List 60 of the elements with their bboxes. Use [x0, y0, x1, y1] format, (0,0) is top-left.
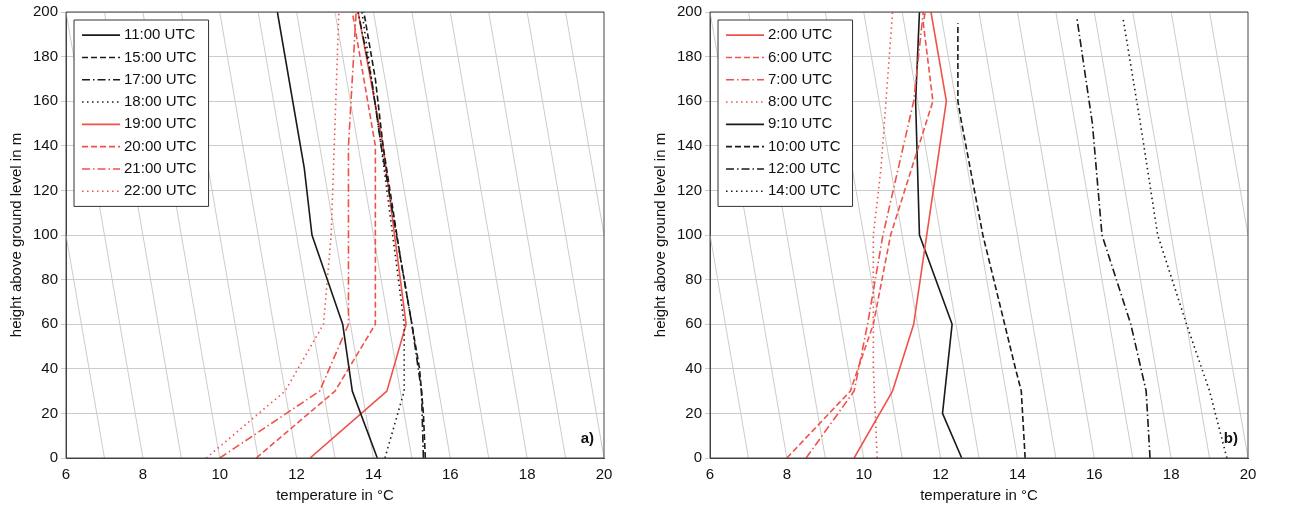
y-tick-label: 140	[677, 135, 703, 153]
y-tick-label: 80	[685, 269, 703, 287]
x-tick-label: 6	[705, 465, 715, 483]
legend-label: 9:10 UTC	[768, 114, 833, 132]
y-tick-label: 20	[685, 403, 703, 421]
y-tick-label: 40	[41, 358, 59, 376]
x-tick-label: 10	[855, 465, 873, 483]
y-tick-label: 80	[41, 269, 59, 287]
y-tick-label: 160	[33, 91, 59, 109]
y-axis-title: height above ground level in m	[7, 132, 25, 338]
legend-label: 8:00 UTC	[768, 92, 833, 110]
annotation: a)	[580, 428, 594, 446]
legend-label: 11:00 UTC	[124, 25, 196, 43]
x-tick-label: 12	[288, 465, 305, 483]
x-tick-label: 16	[1085, 465, 1103, 483]
y-tick-label: 40	[685, 358, 703, 376]
legend-label: 19:00 UTC	[124, 114, 197, 132]
y-tick-label: 60	[685, 314, 703, 332]
x-tick-label: 6	[61, 465, 71, 483]
y-tick-label: 140	[33, 135, 59, 153]
y-tick-label: 200	[33, 2, 59, 20]
x-axis-title: temperature in °C	[920, 486, 1039, 504]
x-tick-label: 10	[211, 465, 229, 483]
annotation: b)	[1223, 428, 1238, 446]
legend-label: 15:00 UTC	[124, 47, 197, 65]
legend-label: 12:00 UTC	[768, 159, 841, 177]
y-tick-label: 180	[677, 46, 703, 64]
y-tick-label: 160	[677, 91, 703, 109]
y-tick-label: 180	[33, 46, 59, 64]
x-tick-label: 16	[441, 465, 459, 483]
y-tick-label: 20	[41, 403, 59, 421]
x-axis-title: temperature in °C	[276, 486, 395, 504]
legend-label: 17:00 UTC	[124, 69, 197, 87]
legend-label: 6:00 UTC	[768, 47, 833, 65]
x-tick-label: 20	[1239, 465, 1257, 483]
y-tick-label: 100	[33, 225, 59, 243]
x-tick-label: 18	[1162, 465, 1180, 483]
y-tick-label: 200	[677, 2, 703, 20]
legend-label: 18:00 UTC	[124, 92, 197, 110]
legend-label: 20:00 UTC	[124, 136, 197, 154]
y-axis-title: height above ground level in m	[651, 132, 669, 338]
x-tick-label: 18	[518, 465, 536, 483]
x-tick-label: 14	[1009, 465, 1026, 483]
legend-label: 7:00 UTC	[768, 69, 833, 87]
legend-label: 2:00 UTC	[768, 25, 833, 43]
x-tick-label: 8	[782, 465, 792, 483]
y-tick-label: 100	[677, 225, 703, 243]
x-tick-label: 20	[595, 465, 613, 483]
legend-label: 14:00 UTC	[768, 181, 841, 199]
legend-label: 22:00 UTC	[124, 181, 197, 199]
y-tick-label: 0	[693, 448, 703, 466]
y-tick-label: 120	[677, 180, 703, 198]
y-tick-label: 0	[49, 448, 59, 466]
y-tick-label: 60	[41, 314, 59, 332]
y-tick-label: 120	[33, 180, 59, 198]
legend-label: 21:00 UTC	[124, 159, 197, 177]
legend-label: 10:00 UTC	[768, 136, 841, 154]
x-tick-label: 12	[932, 465, 949, 483]
x-tick-label: 14	[365, 465, 382, 483]
x-tick-label: 8	[138, 465, 148, 483]
